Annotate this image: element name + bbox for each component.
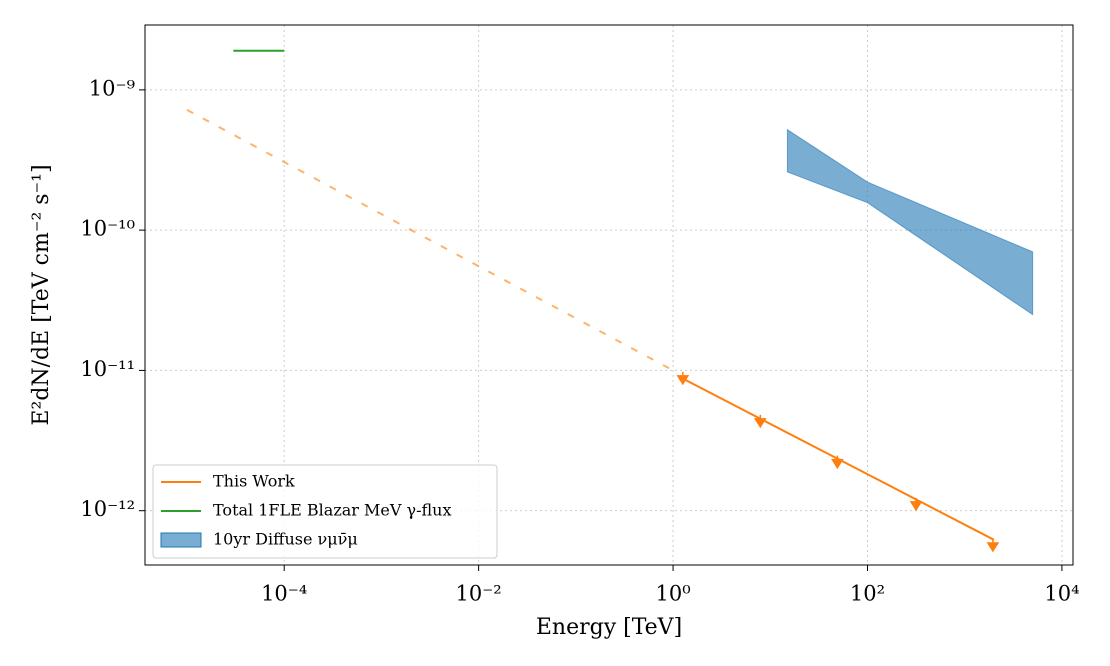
upper-limit-marker [831, 455, 844, 470]
x-tick-label: 10⁻⁴ [261, 582, 307, 606]
x-tick-label: 10⁴ [1044, 582, 1079, 606]
upper-limit-marker [676, 371, 690, 386]
upper-limit-marker [909, 497, 923, 512]
x-tick-label: 10⁰ [655, 582, 690, 606]
x-axis-label: Energy [TeV] [536, 615, 682, 640]
y-tick-label: 10⁻¹² [80, 497, 135, 521]
upper-limit-marker [986, 539, 1000, 553]
legend-label: Total 1FLE Blazar MeV γ-flux [213, 501, 451, 520]
y-tick-label: 10⁻¹¹ [80, 357, 135, 381]
y-tick-label: 10⁻¹⁰ [80, 217, 135, 241]
band [786, 128, 1034, 316]
legend-label: This Work [213, 472, 295, 491]
y-axis-label: E²dN/dE [TeV cm⁻² s⁻¹] [29, 164, 54, 425]
upper-limit-marker [753, 414, 767, 429]
x-tick-label: 10² [850, 582, 885, 606]
legend-swatch [160, 532, 202, 548]
legend-label: 10yr Diffuse νμν̄μ [213, 530, 358, 549]
x-tick-label: 10⁻² [456, 582, 502, 606]
y-tick-label: 10⁻⁹ [89, 76, 135, 100]
plot-frame [144, 24, 1074, 566]
legend-box [152, 464, 498, 559]
line [186, 108, 674, 372]
